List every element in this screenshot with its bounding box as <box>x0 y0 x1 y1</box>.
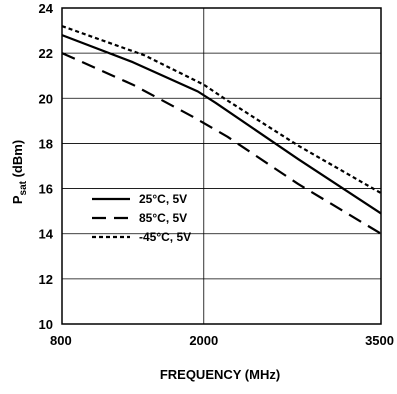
y-tick-label: 18 <box>39 136 53 151</box>
grid <box>61 7 382 325</box>
series-line <box>61 52 382 235</box>
y-axis-label: Psat (dBm) <box>10 140 29 204</box>
series-line <box>61 25 382 195</box>
y-tick-label: 22 <box>39 46 53 61</box>
y-tick-labels: 10 12 14 16 18 20 22 24 <box>39 1 54 332</box>
x-tick-labels: 800 2000 3500 <box>50 333 394 348</box>
y-tick-label: 12 <box>39 272 53 287</box>
plot-frame <box>61 7 382 325</box>
legend-label: 25°C, 5V <box>139 192 187 206</box>
legend-label: -45°C, 5V <box>139 230 191 244</box>
series-lines <box>61 25 382 235</box>
y-tick-label: 16 <box>39 182 53 197</box>
x-tick-label: 3500 <box>365 333 394 348</box>
y-tick-label: 20 <box>39 91 53 106</box>
x-axis-label: FREQUENCY (MHz) <box>160 367 280 382</box>
y-axis-label-unit: (dBm) <box>10 140 25 181</box>
series-line <box>61 34 382 215</box>
y-tick-label: 10 <box>39 317 53 332</box>
x-tick-label: 800 <box>50 333 72 348</box>
legend: 25°C, 5V 85°C, 5V -45°C, 5V <box>92 192 191 244</box>
y-axis-label-sub: sat <box>18 180 29 195</box>
legend-label: 85°C, 5V <box>139 211 187 225</box>
x-tick-label: 2000 <box>189 333 218 348</box>
y-axis-label-main: P <box>10 195 25 204</box>
y-tick-label: 14 <box>39 227 54 242</box>
y-tick-label: 24 <box>39 1 54 16</box>
